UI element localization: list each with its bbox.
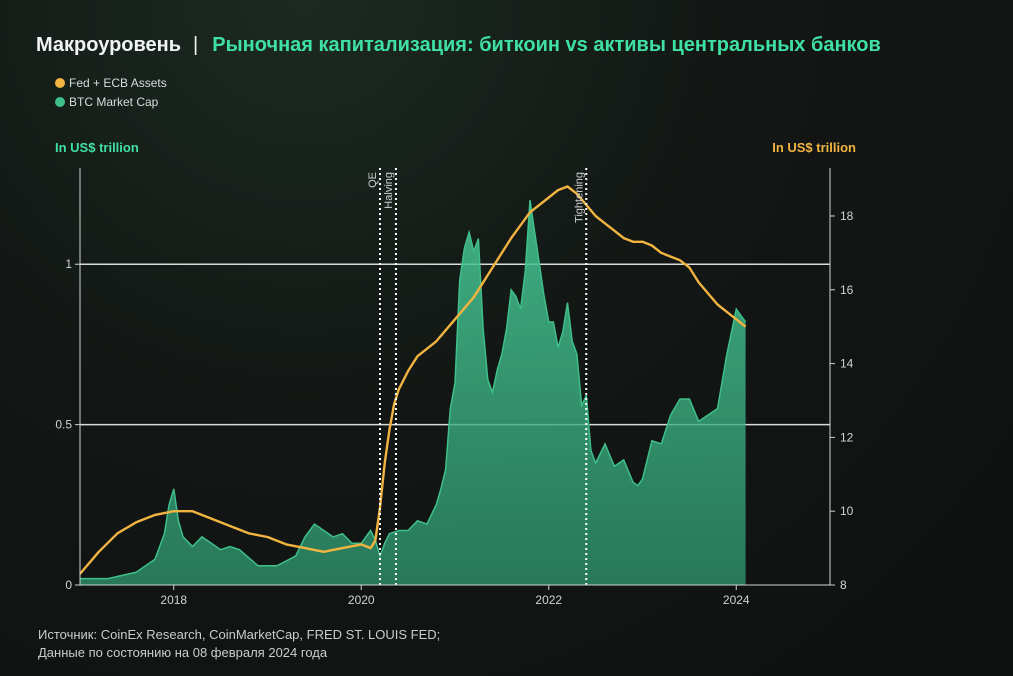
- x-tick-label-0: 2018: [160, 593, 187, 607]
- legend-swatch-btc: [55, 96, 65, 107]
- btc-line: [80, 199, 747, 580]
- x-tick-label-2: 2022: [535, 593, 562, 607]
- right-axis-unit: In US$ trillion: [772, 140, 856, 155]
- legend-swatch-fed-ecb: [55, 77, 65, 88]
- x-tick-label-3: 2024: [723, 593, 750, 607]
- event-label-0: QE: [367, 172, 379, 188]
- fed-ecb-line: [79, 185, 747, 575]
- left-tick-label-0: 0: [65, 578, 72, 592]
- right-tick-label-4: 16: [840, 283, 854, 297]
- source-note: Источник: CoinEx Research, CoinMarketCap…: [38, 626, 440, 662]
- chart-title: Рыночная капитализация: биткоин vs актив…: [212, 34, 881, 56]
- source-line-1: Источник: CoinEx Research, CoinMarketCap…: [38, 627, 441, 642]
- left-tick-label-1: 0.5: [55, 418, 72, 432]
- event-label-2: Tightening: [573, 172, 585, 223]
- right-tick-label-0: 8: [840, 578, 847, 592]
- legend-item-fed-ecb: Fed + ECB Assets: [55, 73, 167, 92]
- source-line-2: Данные по состоянию на 08 февраля 2024 г…: [38, 645, 328, 660]
- legend-label-btc: BTC Market Cap: [69, 94, 159, 109]
- legend-label-fed-ecb: Fed + ECB Assets: [69, 75, 167, 90]
- header: Макроуровень | Рыночная капитализация: б…: [36, 34, 881, 57]
- header-separator: |: [193, 34, 199, 56]
- right-tick-label-5: 18: [840, 209, 854, 223]
- btc-area: [80, 200, 746, 585]
- left-axis-unit: In US$ trillion: [55, 140, 139, 155]
- x-tick-label-1: 2020: [348, 593, 375, 607]
- right-tick-label-2: 12: [840, 430, 854, 444]
- brand-title: Макроуровень: [36, 34, 182, 56]
- left-tick-label-2: 1: [65, 257, 72, 271]
- event-label-1: Halving: [383, 172, 395, 209]
- legend-item-btc: BTC Market Cap: [55, 92, 167, 111]
- right-tick-label-1: 10: [840, 504, 854, 518]
- legend: Fed + ECB Assets BTC Market Cap: [55, 73, 167, 111]
- right-tick-label-3: 14: [840, 357, 854, 371]
